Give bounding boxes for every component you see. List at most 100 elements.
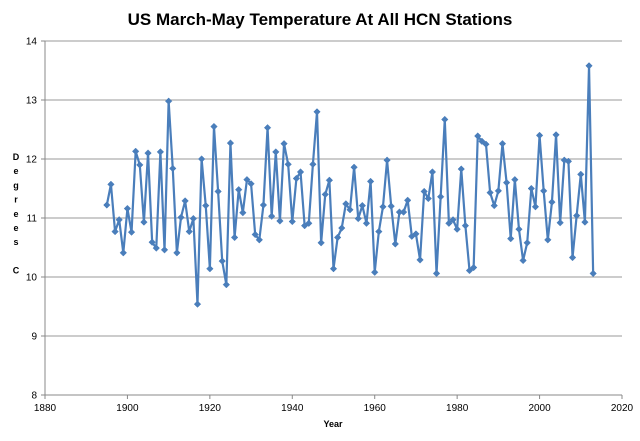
data-point	[366, 177, 375, 186]
data-point	[152, 244, 160, 252]
data-point	[197, 155, 206, 163]
data-point	[350, 163, 358, 171]
data-point	[461, 222, 470, 230]
data-point	[115, 216, 123, 224]
data-point	[255, 236, 263, 244]
data-point	[424, 194, 432, 203]
data-point	[437, 193, 445, 201]
y-tick-label: 12	[26, 155, 38, 166]
data-point	[552, 131, 560, 139]
y-axis-title-char: r	[14, 195, 18, 205]
data-point	[177, 213, 185, 222]
data-point	[457, 165, 465, 173]
data-point	[127, 228, 136, 236]
data-point	[474, 132, 482, 140]
data-point	[581, 218, 589, 226]
data-point	[243, 175, 251, 184]
data-point	[305, 219, 313, 227]
x-tick-label: 1880	[34, 403, 57, 414]
data-point	[160, 246, 169, 254]
data-point	[531, 203, 540, 211]
data-point	[469, 263, 478, 272]
data-point	[136, 161, 144, 169]
data-point	[288, 217, 296, 226]
data-point	[362, 219, 371, 227]
data-point	[441, 115, 449, 124]
data-point	[482, 140, 490, 148]
data-point	[346, 206, 354, 214]
data-point	[420, 187, 428, 196]
series-line	[105, 64, 595, 306]
data-point	[214, 187, 222, 196]
data-point	[329, 265, 338, 273]
data-point	[140, 218, 148, 226]
data-point	[453, 225, 461, 233]
data-point	[251, 230, 259, 239]
data-point	[449, 216, 457, 224]
data-point	[519, 256, 527, 265]
data-point	[589, 269, 597, 278]
data-point	[507, 234, 515, 243]
data-point	[119, 249, 127, 257]
tick-labels: 8 9 10 11 12 13 14 1880 1900 1920 1940 1960 1980 2000…	[26, 37, 634, 415]
y-tick-label: 11	[27, 214, 38, 225]
data-point	[577, 170, 585, 178]
data-point	[144, 149, 152, 157]
data-point	[379, 203, 387, 211]
data-point	[564, 157, 573, 166]
data-point	[259, 201, 268, 209]
data-point	[222, 281, 230, 289]
data-point	[412, 230, 420, 238]
data-point	[218, 257, 226, 265]
data-point	[354, 214, 362, 223]
data-point	[416, 256, 424, 264]
data-point	[573, 211, 581, 220]
y-axis-title-char: e	[13, 223, 18, 233]
data-point	[556, 219, 564, 227]
data-point	[511, 175, 519, 184]
data-point	[490, 201, 498, 210]
data-point	[399, 208, 408, 216]
data-point	[404, 196, 412, 204]
data-point	[210, 122, 218, 131]
data-point	[478, 137, 486, 145]
axes	[41, 40, 623, 399]
data-point	[317, 239, 325, 247]
x-tick-label: 1960	[364, 403, 387, 414]
data-point	[189, 214, 198, 223]
data-point	[107, 180, 115, 189]
data-point	[498, 140, 507, 148]
data-point	[391, 240, 399, 248]
data-point	[548, 198, 556, 206]
x-tick-label: 1900	[116, 403, 139, 414]
data-point	[465, 266, 474, 275]
data-point	[111, 227, 119, 236]
chart-title: US March-May Temperature At All HCN Stat…	[128, 10, 513, 29]
y-axis-title-char: s	[13, 237, 18, 247]
y-tick-label: 9	[31, 332, 37, 343]
gridlines	[45, 40, 622, 396]
data-point	[185, 227, 193, 236]
data-point	[568, 253, 577, 262]
data-point	[544, 236, 552, 244]
data-point	[515, 225, 523, 233]
x-tick-label: 1980	[446, 403, 469, 414]
data-point	[280, 140, 288, 148]
x-axis-title: Year	[323, 419, 343, 429]
data-point	[342, 200, 350, 208]
x-tick-label: 2020	[611, 403, 634, 414]
data-point	[296, 168, 305, 176]
data-point	[445, 219, 453, 227]
y-tick-label: 8	[31, 391, 37, 402]
data-point	[540, 187, 548, 195]
data-point	[333, 233, 342, 242]
data-point	[263, 124, 272, 132]
data-point	[206, 265, 214, 273]
data-point	[523, 239, 531, 247]
data-point	[193, 300, 202, 308]
data-point	[247, 180, 255, 188]
data-point	[226, 139, 235, 147]
data-point	[527, 184, 535, 193]
data-point	[156, 148, 165, 156]
